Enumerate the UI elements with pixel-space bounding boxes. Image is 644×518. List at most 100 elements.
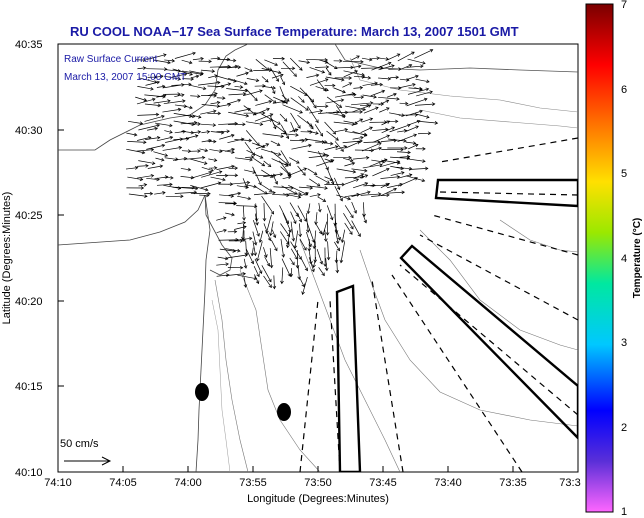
current-vector — [307, 168, 318, 175]
current-vector — [345, 105, 366, 111]
current-vector — [408, 168, 428, 170]
current-vector — [350, 55, 360, 61]
legend-line-1: Raw Surface Current — [64, 54, 158, 65]
current-vector — [244, 169, 256, 173]
current-vector-head — [319, 260, 324, 265]
current-vector — [397, 134, 417, 142]
current-vector — [163, 100, 186, 105]
current-vector — [263, 223, 271, 241]
current-vector — [180, 168, 191, 171]
current-vector-head — [297, 125, 301, 129]
current-vector-head — [143, 183, 148, 187]
current-vector-head — [171, 58, 176, 63]
current-vector-head — [145, 163, 149, 168]
current-vector-head — [276, 142, 281, 146]
current-vector-head — [404, 146, 408, 150]
current-vector — [264, 94, 277, 104]
current-vector-head — [269, 113, 274, 117]
current-vector — [363, 202, 365, 217]
current-vector-head — [149, 191, 154, 196]
current-vector-head — [321, 272, 325, 277]
current-vector — [414, 49, 433, 59]
current-vector — [334, 141, 344, 152]
current-vector — [281, 94, 290, 102]
x-tick-label: 73:45 — [369, 477, 397, 489]
current-vector — [406, 65, 424, 68]
current-vector — [182, 105, 193, 109]
current-vector-head — [298, 233, 303, 238]
current-vector-head — [311, 268, 315, 273]
current-vector-head — [178, 145, 183, 150]
current-vector-head — [277, 152, 282, 156]
current-vector-head — [415, 74, 419, 79]
x-tick-label: 73:40 — [434, 477, 462, 489]
current-vector — [359, 174, 368, 179]
current-vector-head — [247, 107, 252, 112]
current-vector — [261, 148, 281, 156]
current-vector-head — [254, 204, 258, 209]
current-vector-head — [312, 264, 316, 268]
current-vector — [299, 223, 301, 237]
current-vector-head — [151, 161, 156, 165]
current-vector — [245, 130, 260, 146]
current-vector — [137, 114, 159, 116]
current-vector-head — [306, 60, 311, 65]
current-vector — [146, 177, 160, 181]
current-vector-head — [400, 147, 404, 152]
contour-2 — [239, 269, 321, 472]
current-vector — [399, 64, 412, 71]
current-vector-head — [359, 110, 363, 114]
current-vector — [210, 176, 226, 181]
current-vector — [378, 57, 389, 60]
current-vector-head — [326, 256, 331, 261]
current-vector — [370, 84, 383, 86]
current-vector — [290, 85, 308, 96]
current-vector-head — [295, 213, 299, 218]
current-vector — [397, 151, 411, 153]
current-vector-head — [156, 80, 161, 85]
current-vector-head — [169, 130, 173, 134]
current-vector — [147, 165, 163, 169]
current-vector-head — [213, 93, 217, 98]
current-vector — [201, 166, 214, 172]
current-vector-head — [401, 113, 405, 118]
current-vector-head — [299, 110, 303, 114]
current-vector — [255, 59, 270, 71]
current-vector — [281, 267, 284, 284]
current-vector — [172, 68, 193, 75]
current-vector-head — [233, 201, 237, 206]
x-tick-label: 73:35 — [499, 477, 527, 489]
current-vector-head — [163, 53, 167, 57]
current-vector — [127, 120, 143, 124]
current-vector — [406, 98, 428, 107]
current-vector — [245, 121, 263, 125]
current-vector-head — [265, 78, 269, 83]
current-vector — [234, 226, 247, 230]
current-vector — [306, 231, 312, 247]
track-box-south — [335, 284, 362, 472]
current-vector — [210, 131, 224, 134]
current-vector — [253, 192, 276, 196]
current-vector — [371, 159, 385, 163]
current-vector — [351, 191, 371, 197]
current-vector-head — [414, 143, 419, 148]
current-vector — [398, 174, 412, 179]
current-vector — [216, 130, 230, 133]
contour-5 — [419, 229, 578, 351]
current-vector-head — [408, 63, 413, 68]
contour-li-2 — [419, 109, 578, 129]
y-axis-label: Latitude (Degrees:Minutes) — [1, 192, 13, 325]
current-vector — [144, 103, 161, 106]
current-vector — [282, 212, 292, 233]
current-vector-head — [342, 89, 346, 94]
current-vector-head — [407, 150, 411, 155]
current-vector-head — [268, 284, 272, 288]
current-vector-head — [291, 66, 296, 71]
current-vector-head — [243, 265, 248, 269]
current-vector — [137, 175, 154, 179]
y-tick-label: 40:10 — [15, 467, 43, 479]
current-vector — [225, 59, 236, 62]
current-vector-head — [162, 191, 166, 195]
current-vector — [327, 241, 330, 260]
current-vector — [252, 108, 270, 116]
